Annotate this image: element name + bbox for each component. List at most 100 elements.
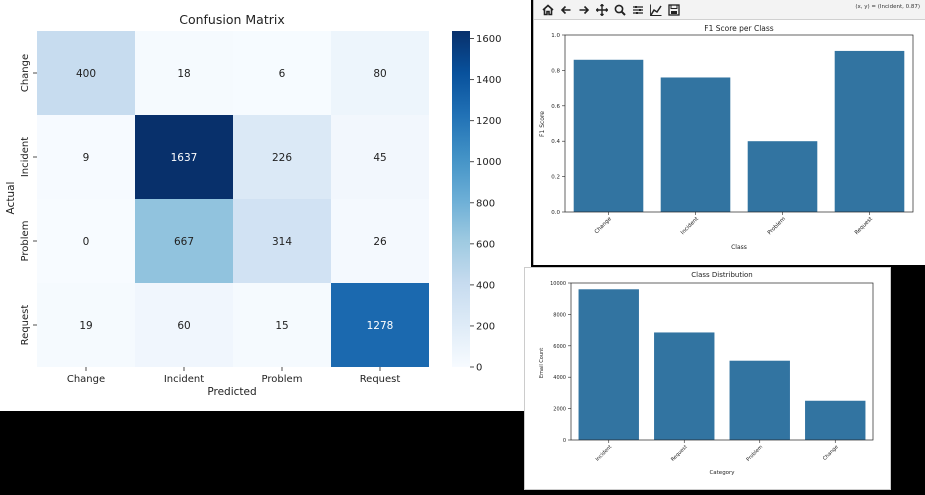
cell-value-label: 6 [279,68,286,80]
y-tick-label: Change [20,54,31,92]
y-tick-label: 4000 [553,375,566,381]
coordinate-readout: (x, y) = (Incident, 0.87) [855,4,920,10]
x-axis-label: Class [731,244,747,251]
bar [573,59,644,212]
cell-value-label: 0 [83,236,90,248]
cell-value-label: 60 [177,320,190,332]
x-tick-label: Change [594,216,614,236]
y-tick-label: 2000 [553,407,566,413]
cell-value-label: 400 [76,68,96,80]
y-tick-label: 1.0 [551,33,560,39]
colorbar-tick-label: 1400 [476,75,501,86]
colorbar [452,31,470,367]
heatmap-cell [331,283,429,367]
confusion-matrix-panel: Confusion Matrix 400 18 6 80 9 1637 226 45 0 667 3… [0,0,531,411]
y-tick-label: 8000 [553,312,566,318]
heatmap-cell [135,115,233,199]
edit-axis-icon[interactable] [648,2,664,18]
x-tick-label: Problem [745,444,764,463]
pan-icon[interactable] [594,2,610,18]
x-tick-label: Incident [164,374,204,385]
colorbar-tick-label: 1000 [476,157,501,168]
x-tick-label: Request [854,216,875,237]
cell-value-label: 9 [83,152,90,164]
colorbar-tick-label: 600 [476,239,495,250]
x-tick-label: Request [670,444,689,463]
bar [805,400,866,440]
plot-frame [570,282,874,441]
bar [729,360,790,440]
y-tick-label: 0 [563,438,566,444]
cell-value-label: 45 [373,152,386,164]
x-tick-label: Incident [595,444,614,463]
heatmap-cell [37,31,135,115]
y-axis-label: F1 Score [539,111,546,137]
bar [747,141,818,212]
save-icon[interactable] [666,2,682,18]
colorbar-tick-label: 200 [476,321,495,332]
heatmap-cell [37,199,135,283]
heatmap-cell [233,115,331,199]
colorbar-tick-label: 1200 [476,116,501,127]
cell-value-label: 314 [272,236,292,248]
class-distribution-panel: Class Distribution Incident Request Proble… [524,267,891,490]
zoom-icon[interactable] [612,2,628,18]
heatmap-cell [37,283,135,367]
back-arrow-icon[interactable] [558,2,574,18]
colorbar-tick-label: 800 [476,198,495,209]
cell-value-label: 1278 [367,320,394,332]
y-tick-label: 0.2 [551,175,560,181]
bar [578,289,639,440]
y-tick-label: 10000 [550,281,566,287]
heatmap-cell [331,199,429,283]
plot-frame [564,34,914,213]
y-tick-label: 0.4 [551,139,560,145]
cell-value-label: 667 [174,236,194,248]
colorbar-tick-label: 400 [476,280,495,291]
y-tick-label: Incident [20,137,31,177]
cell-value-label: 226 [272,152,292,164]
f1-score-panel: (x, y) = (Incident, 0.87) F1 Score per C… [533,0,925,265]
heatmap-cell [331,31,429,115]
subplots-icon[interactable] [630,2,646,18]
cell-value-label: 15 [275,320,288,332]
bar [834,50,905,213]
bar [660,77,731,212]
y-tick-label: Problem [20,221,31,262]
heatmap-cell [331,115,429,199]
y-tick-label: 0.8 [551,68,560,74]
colorbar-tick-label: 0 [476,363,482,374]
cell-value-label: 1637 [171,152,198,164]
chart-title: Confusion Matrix [179,12,285,27]
y-axis-label: Actual [5,182,17,215]
y-tick-label: 6000 [553,344,566,350]
y-tick-label: 0.0 [551,210,560,216]
heatmap-cell [135,199,233,283]
heatmap-cell [233,31,331,115]
plot-toolbar: (x, y) = (Incident, 0.87) [534,0,925,20]
heatmap-cell [135,283,233,367]
cell-value-label: 80 [373,68,386,80]
heatmap-cell [135,31,233,115]
cell-value-label: 26 [373,236,387,248]
class-distribution-chart: Class Distribution Incident Request Proble… [539,271,874,476]
y-tick-label: Request [20,305,31,346]
forward-arrow-icon[interactable] [576,2,592,18]
chart-title: Class Distribution [691,271,752,279]
colorbar-tick-label: 1600 [476,34,501,45]
y-axis-label: Email Count [539,348,545,378]
heatmap-cell [233,283,331,367]
x-tick-label: Change [67,374,105,385]
x-tick-label: Problem [262,374,303,385]
heatmap-cell [233,199,331,283]
cell-value-label: 18 [177,68,190,80]
x-axis-label: Predicted [207,386,256,398]
f1-score-chart: F1 Score per Class Change Incident Problem… [539,24,914,251]
x-tick-label: Incident [680,216,701,237]
confusion-matrix-chart: Confusion Matrix 400 18 6 80 9 1637 226 45 0 667 3… [5,12,501,398]
home-icon[interactable] [540,2,556,18]
heatmap-cell [37,115,135,199]
cell-value-label: 19 [79,320,92,332]
bar [654,332,715,440]
x-tick-label: Request [360,374,401,385]
